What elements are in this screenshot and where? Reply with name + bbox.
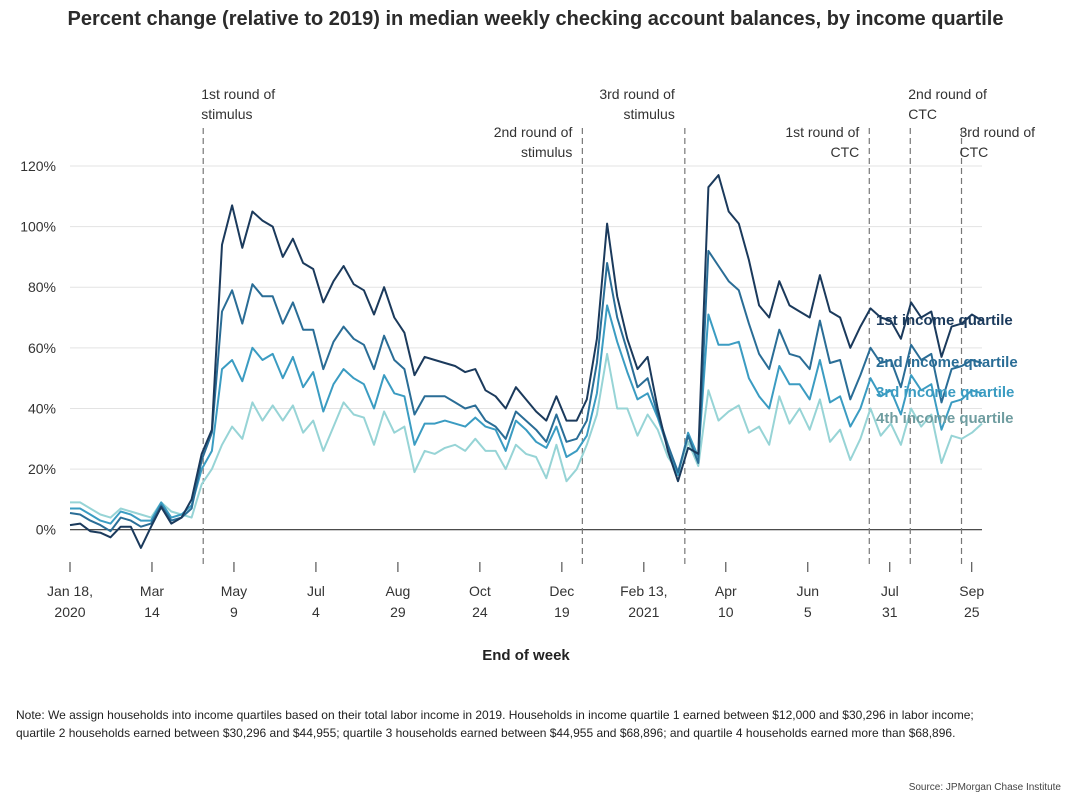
x-tick-label: 9 [230,604,238,620]
x-tick-label: 31 [882,604,898,620]
x-tick-label: Jul [881,583,899,599]
x-tick-label: 19 [554,604,570,620]
y-tick-label: 40% [28,400,56,416]
x-tick-label: Apr [715,583,737,599]
footnote: Note: We assign households into income q… [16,706,1056,742]
event-marker-label: 2nd round of [908,86,987,102]
series-label: 4th income quartile [876,410,1014,427]
event-marker-label: stimulus [521,144,572,160]
series-line [69,249,983,533]
x-tick-label: May [221,583,247,599]
x-tick-label: 2020 [54,604,85,620]
x-tick-label: Feb 13, [620,583,667,599]
event-marker-label: CTC [960,144,989,160]
footnote-line-1: Note: We assign households into income q… [16,708,974,722]
x-tick-label: 2021 [628,604,659,620]
series-label: 2nd income quartile [876,354,1018,371]
event-marker-label: 1st round of [785,124,859,140]
chart-title: Percent change (relative to 2019) in med… [67,8,1004,30]
series-label: 1st income quartile [876,312,1013,329]
x-tick-label: 29 [390,604,406,620]
x-tick-label: Jan 18, [47,583,93,599]
x-tick-label: 4 [312,604,320,620]
event-marker-label: stimulus [623,106,674,122]
source-credit: Source: JPMorgan Chase Institute [908,782,1061,793]
x-tick-label: Jun [797,583,820,599]
series-line [70,304,983,525]
y-tick-label: 120% [20,158,56,174]
series-line [70,352,983,519]
x-tick-label: Oct [469,583,491,599]
y-tick-label: 0% [36,522,56,538]
x-tick-label: Jul [307,583,325,599]
event-marker-label: 3rd round of [599,86,675,102]
event-marker-label: 1st round of [201,86,275,102]
y-tick-label: 100% [20,219,56,235]
x-axis-title: End of week [482,647,570,664]
series-label: 3rd income quartile [876,384,1014,401]
event-marker-label: 3rd round of [960,124,1036,140]
x-tick-label: Dec [549,583,574,599]
footnote-line-2: quartile 2 households earned between $30… [16,726,956,740]
x-tick-label: 10 [718,604,734,620]
y-tick-label: 60% [28,340,56,356]
y-tick-label: 20% [28,461,56,477]
event-marker-label: 2nd round of [494,124,573,140]
series-line [69,174,983,549]
x-tick-label: 5 [804,604,812,620]
x-tick-label: 14 [144,604,160,620]
event-marker-label: CTC [830,144,859,160]
x-tick-label: 25 [964,604,980,620]
x-tick-label: Aug [385,583,410,599]
event-marker-label: CTC [908,106,937,122]
x-tick-label: 24 [472,604,488,620]
x-tick-label: Mar [140,583,164,599]
event-marker-label: stimulus [201,106,252,122]
x-tick-label: Sep [959,583,984,599]
y-tick-label: 80% [28,279,56,295]
